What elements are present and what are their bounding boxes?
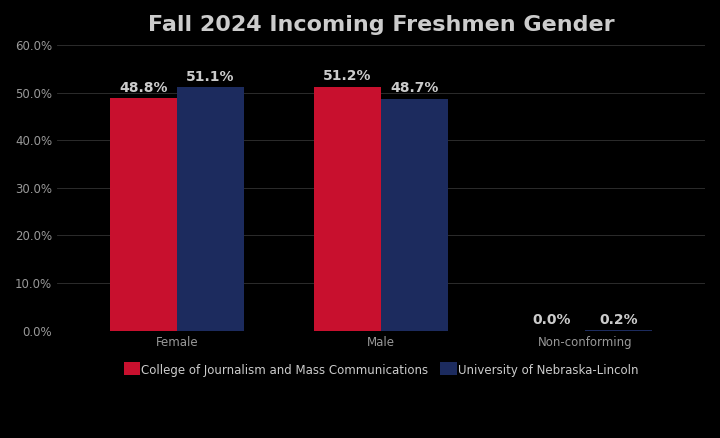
Bar xyxy=(177,87,244,331)
Bar xyxy=(381,99,448,331)
Text: 48.8%: 48.8% xyxy=(119,81,168,95)
Text: 51.2%: 51.2% xyxy=(323,70,372,84)
Bar xyxy=(314,87,381,331)
Text: 48.7%: 48.7% xyxy=(390,81,438,95)
Bar xyxy=(585,330,652,331)
Title: Fall 2024 Incoming Freshmen Gender: Fall 2024 Incoming Freshmen Gender xyxy=(148,15,614,35)
Bar xyxy=(109,98,177,331)
Legend: College of Journalism and Mass Communications, University of Nebraska-Lincoln: College of Journalism and Mass Communica… xyxy=(119,360,643,382)
Text: 0.2%: 0.2% xyxy=(599,312,638,326)
Text: 51.1%: 51.1% xyxy=(186,70,235,84)
Text: 0.0%: 0.0% xyxy=(532,314,571,328)
